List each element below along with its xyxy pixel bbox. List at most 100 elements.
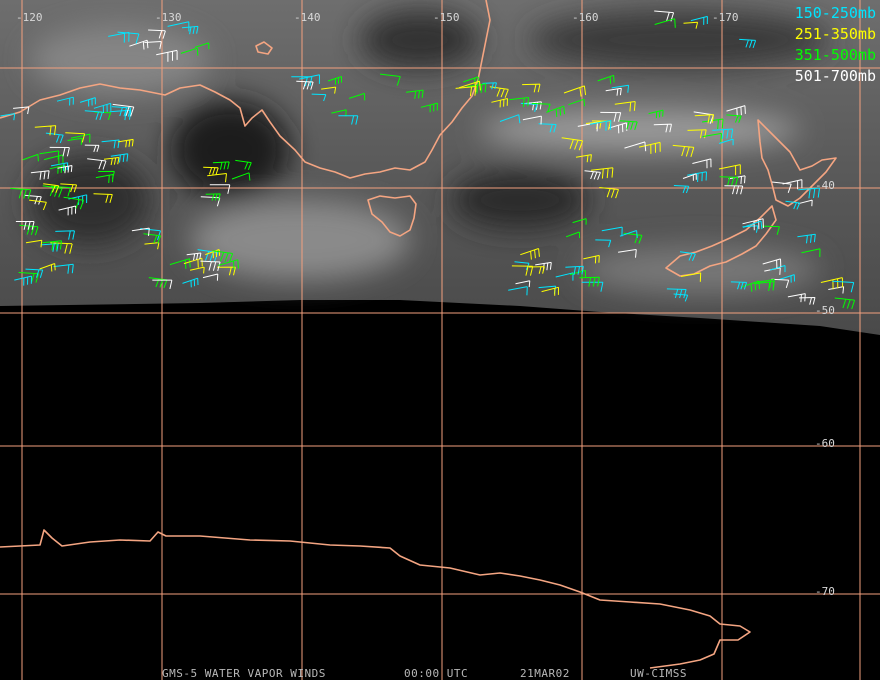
wind-barb (23, 194, 42, 205)
wind-barb (740, 280, 761, 292)
moist-band (30, 25, 210, 95)
wind-barb (828, 286, 845, 294)
wind-barb (778, 274, 795, 283)
wind-barb (673, 185, 690, 194)
wind-barb (55, 230, 75, 240)
wind-barb (690, 15, 708, 25)
wind-barb (799, 297, 816, 305)
wind-barb (522, 115, 542, 125)
wind-barb (601, 226, 623, 237)
wind-barb (420, 102, 438, 113)
wind-barb (673, 293, 689, 302)
wind-barb (49, 146, 70, 157)
wind-barb (34, 125, 57, 136)
wind-barb (29, 199, 47, 211)
wind-barb (235, 159, 252, 170)
wind-barb (58, 205, 77, 216)
wind-barb (197, 249, 219, 262)
wind-barb (0, 113, 16, 121)
wind-barb (25, 268, 44, 278)
wind-barb (57, 165, 73, 174)
longitude-label: -140 (294, 11, 321, 24)
wind-barb (144, 41, 162, 50)
wind-barb (834, 297, 856, 310)
wind-barb (39, 150, 60, 160)
wind-barb (563, 85, 587, 97)
wind-barb (638, 141, 661, 154)
wind-barbs (0, 10, 856, 310)
wind-barb (25, 239, 43, 248)
footer-text: UW-CIMSS (630, 667, 687, 680)
wind-barb (672, 144, 695, 158)
wind-barb (108, 31, 130, 43)
legend-entry: 351-500mb (795, 46, 876, 64)
wind-barb (327, 76, 342, 85)
dry-slot (30, 155, 150, 245)
wind-barb (619, 230, 638, 239)
wind-barb (724, 185, 744, 195)
latitude-label: -50 (815, 304, 835, 317)
wind-barb (520, 248, 540, 260)
wind-barb (499, 114, 521, 124)
wind-barb (70, 133, 91, 143)
wind-barb (508, 97, 530, 107)
wind-barb (600, 111, 622, 122)
wind-barb (152, 279, 173, 290)
wind-barb (694, 114, 715, 124)
wind-barb (508, 286, 528, 296)
wind-barb (84, 110, 103, 121)
wind-barb (296, 80, 314, 90)
wind-barb (561, 137, 584, 151)
wind-barb (654, 18, 676, 28)
wind-barb (18, 272, 39, 283)
wind-barb (798, 187, 820, 199)
wind-barb (79, 97, 96, 107)
wind-barb (207, 173, 227, 183)
dry-slot (360, 10, 480, 70)
wind-barb (205, 249, 221, 259)
moist-band (480, 108, 800, 152)
wind-barb (770, 265, 786, 273)
wind-barb (726, 105, 746, 117)
wind-barb (338, 115, 359, 125)
wind-barb (218, 259, 239, 270)
wind-barb (546, 105, 565, 117)
longitude-label: -170 (712, 11, 739, 24)
wind-barb (110, 153, 129, 163)
wind-barb (614, 101, 636, 112)
wind-barb (761, 225, 780, 235)
wind-barb (144, 242, 160, 250)
dry-slot (530, 10, 830, 70)
moist-band (580, 245, 820, 295)
wind-barb (618, 249, 637, 258)
wind-barb (103, 157, 120, 166)
wind-barb (511, 265, 534, 276)
wind-barb (311, 93, 327, 102)
wind-barb (169, 258, 191, 269)
wind-barb (787, 293, 806, 303)
wind-barb (742, 220, 763, 230)
wind-barb (63, 196, 85, 210)
wind-barb (39, 263, 56, 272)
wind-barb (65, 132, 86, 143)
wind-barb (624, 141, 647, 152)
wind-barb (538, 123, 557, 133)
wind-barb (718, 164, 741, 176)
wind-barb (581, 281, 604, 292)
wind-barb (189, 266, 205, 274)
wind-barb (491, 98, 508, 108)
wind-barb (87, 158, 107, 170)
wind-barb (597, 74, 615, 84)
wind-barb (40, 243, 59, 252)
wind-barb (528, 266, 545, 274)
wind-barb (619, 120, 638, 131)
wind-barb (95, 174, 114, 183)
longitude-label: -160 (572, 11, 599, 24)
wind-barb (84, 144, 100, 152)
wind-barb (762, 258, 782, 269)
wind-barb (591, 167, 614, 179)
wind-barb (583, 254, 600, 264)
wind-barb (194, 42, 210, 50)
kangaroo-island (255, 41, 273, 55)
